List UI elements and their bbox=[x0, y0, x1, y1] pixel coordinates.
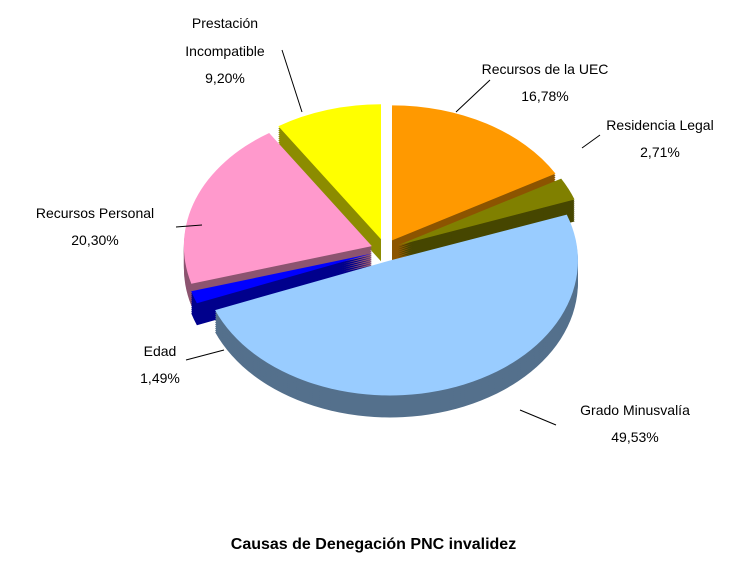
data-label: Grado Minusvalía 49,53% bbox=[555, 397, 715, 451]
chart-title: Causas de Denegación PNC invalidez bbox=[230, 536, 517, 553]
label-value: 49,53% bbox=[611, 429, 659, 445]
slice-side bbox=[191, 257, 372, 308]
label-value: 20,30% bbox=[71, 232, 119, 248]
label-value: 2,71% bbox=[640, 144, 680, 160]
leader-line bbox=[185, 349, 225, 361]
slice bbox=[215, 214, 578, 396]
slice-side bbox=[191, 265, 372, 316]
label-name: Recursos de la UEC bbox=[481, 61, 609, 77]
slice-side bbox=[191, 259, 372, 310]
leader-line bbox=[519, 409, 557, 426]
label-name: Edad bbox=[143, 343, 177, 359]
slice bbox=[191, 253, 372, 304]
data-label: Edad 1,49% bbox=[125, 338, 195, 392]
leader-line bbox=[175, 224, 203, 228]
data-label: Recursos Personal 20,30% bbox=[10, 200, 180, 254]
label-value: 16,78% bbox=[521, 88, 569, 104]
slice bbox=[183, 133, 372, 284]
slice-side bbox=[191, 261, 372, 312]
leader-line bbox=[281, 49, 303, 113]
label-value: 1,49% bbox=[140, 370, 180, 386]
data-label: Prestación Incompatible 9,20% bbox=[170, 9, 280, 92]
label-name: Prestación Incompatible bbox=[185, 15, 265, 59]
label-name: Recursos Personal bbox=[35, 205, 155, 221]
slice bbox=[397, 178, 575, 246]
label-value: 9,20% bbox=[205, 70, 245, 86]
slice bbox=[392, 105, 556, 241]
slice bbox=[278, 104, 382, 240]
data-label: Residencia Legal 2,71% bbox=[600, 112, 720, 166]
leader-line bbox=[581, 134, 601, 149]
data-label: Recursos de la UEC 16,78% bbox=[480, 56, 610, 110]
label-name: Grado Minusvalía bbox=[580, 402, 690, 418]
slice-side bbox=[191, 255, 372, 306]
leader-line bbox=[455, 79, 491, 113]
slice-side bbox=[191, 263, 372, 314]
label-name: Residencia Legal bbox=[606, 117, 714, 133]
